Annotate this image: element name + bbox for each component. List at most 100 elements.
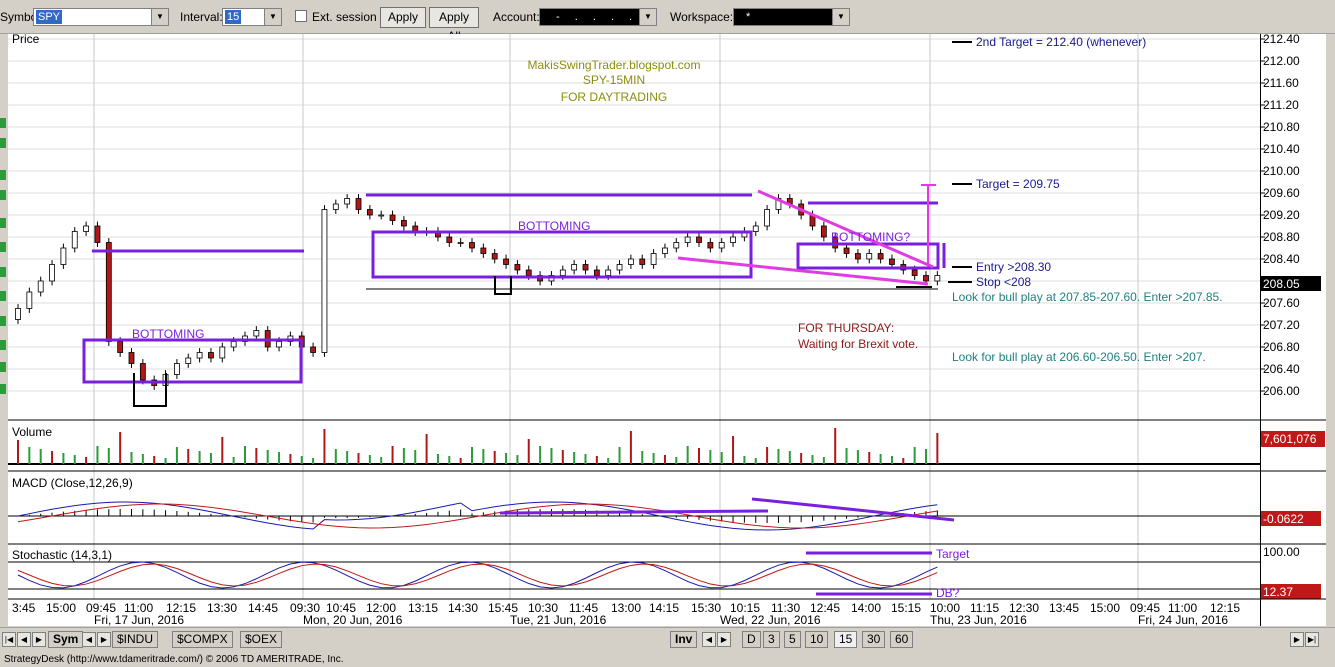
tool-icon[interactable]	[0, 242, 6, 252]
tool-icon[interactable]	[0, 170, 6, 180]
time-axis-label: 13:30	[207, 601, 237, 615]
last-price-label: 208.05	[1263, 277, 1300, 291]
tool-icon[interactable]	[0, 384, 6, 394]
header-line-3: FOR DAYTRADING	[561, 90, 667, 104]
scroll-left-icon[interactable]: ◀	[702, 632, 716, 647]
tab-10[interactable]: 10	[805, 631, 829, 648]
chart-svg[interactable]: Price Volume MACD (Close,12,26,9) Stocha…	[8, 32, 1260, 627]
tool-icon[interactable]	[0, 340, 6, 350]
bottoming-box-2	[371, 230, 753, 279]
scroll-left-icon[interactable]: ◀	[82, 632, 96, 647]
tool-icon[interactable]	[0, 138, 6, 148]
tool-icon[interactable]	[0, 267, 6, 277]
tool-icon[interactable]	[0, 316, 6, 326]
time-axis-label: 14:00	[851, 601, 881, 615]
header-line-1: MakisSwingTrader.blogspot.com	[528, 58, 701, 72]
time-axis-label: 11:00	[124, 601, 153, 615]
tab-oex[interactable]: $OEX	[240, 631, 283, 648]
entry-label: Entry >208.30	[976, 260, 1051, 274]
time-axis-label: 11:30	[771, 601, 800, 615]
tab-3[interactable]: 3	[763, 631, 780, 648]
tab-d[interactable]: D	[742, 631, 761, 648]
tool-icon[interactable]	[0, 218, 6, 228]
macd-trend-line-1	[499, 509, 769, 515]
symbol-value: SPY	[36, 10, 63, 24]
price-axis-label: 208.40	[1263, 252, 1300, 266]
next-icon[interactable]: ▶	[32, 632, 46, 647]
tab-indu[interactable]: $INDU	[112, 631, 159, 648]
price-axis-label: 207.60	[1263, 296, 1300, 310]
time-axis-label: 12:30	[1009, 601, 1039, 615]
time-axis-label: 15:00	[46, 601, 76, 615]
chevron-down-icon[interactable]: ▼	[151, 9, 168, 25]
bottoming-label-1: BOTTOMING	[132, 327, 204, 341]
chevron-down-icon[interactable]: ▼	[639, 9, 656, 25]
interval-label: Interval:	[180, 10, 223, 24]
time-axis-label: 14:30	[448, 601, 478, 615]
price-axis-label: 210.40	[1263, 142, 1300, 156]
tab-compx[interactable]: $COMPX	[172, 631, 233, 648]
price-axis-label: 209.60	[1263, 186, 1300, 200]
time-axis-label: 12:00	[366, 601, 396, 615]
account-label: Account:	[493, 10, 540, 24]
time-axis-label: 09:45	[86, 601, 116, 615]
bottoming-box-3	[796, 242, 940, 270]
symbol-label: Symbol:	[0, 10, 44, 24]
stoch-value-label: 12.37	[1263, 585, 1293, 599]
macd-value-label: -0.0622	[1263, 512, 1304, 526]
tab-30[interactable]: 30	[862, 631, 886, 648]
workspace-label: Workspace:	[670, 10, 734, 24]
time-axis-label: 14:45	[248, 601, 278, 615]
date-axis-label: Thu, 23 Jun, 2016	[930, 613, 1027, 626]
target-label: Target = 209.75	[976, 177, 1060, 191]
symbol-dropdown[interactable]: SPY ▼	[33, 8, 169, 26]
tool-icon[interactable]	[0, 362, 6, 372]
stoch-100-label: 100.00	[1263, 545, 1300, 559]
first-icon[interactable]: |◀	[2, 632, 16, 647]
time-axis-label: 15:45	[488, 601, 518, 615]
tool-icon[interactable]	[0, 291, 6, 301]
tab-sym[interactable]: Sym	[48, 631, 84, 648]
interval-dropdown[interactable]: 15 ▼	[222, 8, 282, 26]
macd-line	[17, 501, 938, 531]
tab-15[interactable]: 15	[834, 631, 858, 648]
time-axis-label: 12:15	[166, 601, 196, 615]
scroll-end-icon[interactable]: ▶|	[1305, 632, 1319, 647]
apply-button[interactable]: Apply	[380, 7, 426, 28]
prev-icon[interactable]: ◀	[17, 632, 31, 647]
chart-area[interactable]: Price Volume MACD (Close,12,26,9) Stocha…	[8, 32, 1260, 627]
date-axis-label: Tue, 21 Jun, 2016	[510, 613, 607, 626]
time-axis-label: 12:45	[810, 601, 840, 615]
price-panel-label: Price	[12, 34, 40, 46]
price-axis-label: 210.00	[1263, 164, 1300, 178]
drawings	[82, 41, 972, 596]
tool-icon[interactable]	[0, 118, 6, 128]
price-axis-label: 210.80	[1263, 120, 1300, 134]
ext-session-checkbox[interactable]	[295, 10, 307, 22]
account-dropdown[interactable]: - . . . . ▼	[539, 8, 657, 26]
price-axis-label: 211.20	[1263, 98, 1299, 112]
price-axis-label: 209.20	[1263, 208, 1300, 222]
candles	[15, 194, 941, 390]
chevron-down-icon[interactable]: ▼	[832, 9, 849, 25]
bottom-tab-bar: |◀ ◀ ▶ Sym ◀ ▶ $INDU $COMPX $OEX Inv ◀ ▶…	[0, 627, 1335, 652]
workspace-dropdown[interactable]: * ▼	[733, 8, 850, 26]
apply-all-button[interactable]: Apply All	[429, 7, 479, 43]
tab-5[interactable]: 5	[784, 631, 801, 648]
chevron-down-icon[interactable]: ▼	[264, 9, 281, 25]
scroll-right-icon[interactable]: ▶	[717, 632, 731, 647]
bottoming-box-1	[82, 338, 303, 384]
double-bottom-bracket-1	[133, 373, 167, 407]
scroll-right-icon[interactable]: ▶	[1290, 632, 1304, 647]
double-bottom-bracket-2	[494, 276, 512, 295]
wedge-top-line	[757, 189, 934, 269]
ext-session-label: Ext. session	[312, 10, 377, 24]
tool-icon[interactable]	[0, 190, 6, 200]
workspace-value: *	[746, 11, 751, 23]
time-axis-label: 10:00	[930, 601, 960, 615]
tab-inv[interactable]: Inv	[670, 631, 698, 648]
scroll-right-icon[interactable]: ▶	[97, 632, 111, 647]
time-axis-label: 10:15	[730, 601, 760, 615]
tab-60[interactable]: 60	[890, 631, 914, 648]
macd-trend-line-2	[751, 497, 955, 522]
